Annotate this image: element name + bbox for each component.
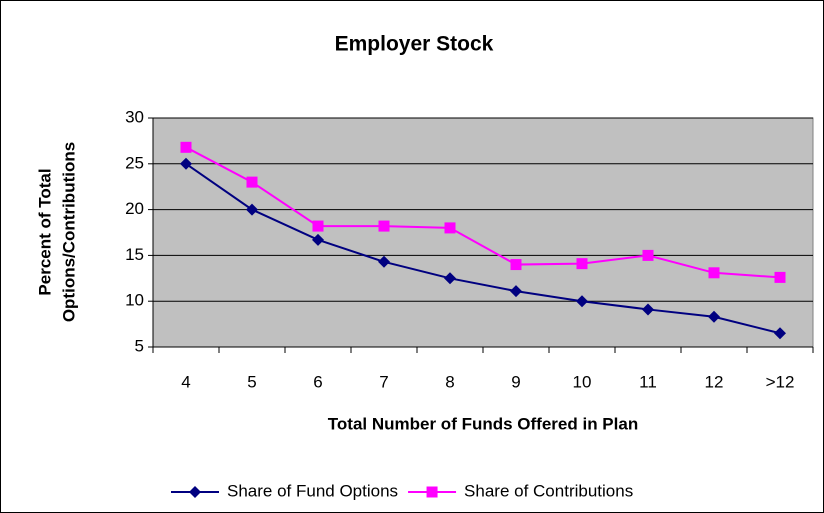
y-tick-label: 25 [125,153,144,172]
x-axis-label: Total Number of Funds Offered in Plan [328,414,638,433]
legend-marker [189,486,201,498]
legend-marker [426,486,438,498]
y-tick-label: 5 [135,336,144,355]
x-tick-label: 5 [247,372,256,391]
point [312,220,324,232]
x-tick-label: 8 [445,372,454,391]
point [708,310,720,323]
y-tick-label: 30 [125,107,144,126]
point [576,295,588,308]
point [180,157,192,170]
x-tick-label: 10 [573,372,592,391]
y-axis-label: Options/Contributions [59,142,78,322]
series-line [185,146,781,279]
x-tick-label: 11 [639,372,657,391]
x-tick-label: 9 [511,372,520,391]
x-tick-label: 4 [181,372,190,391]
point [576,258,588,270]
series-line [185,162,781,335]
point [246,203,258,216]
chart-title: Employer Stock [335,33,494,56]
point [378,220,390,232]
point [642,249,654,261]
point [774,271,786,283]
point [774,327,786,340]
legend-label: Share of Contributions [464,481,633,500]
point [444,272,456,285]
point [642,303,654,316]
y-tick-label: 15 [125,245,144,264]
y-tick-label: 10 [125,291,144,310]
point [312,233,324,246]
x-tick-label: >12 [766,372,795,391]
legend-label: Share of Fund Options [227,481,398,500]
point [510,285,522,298]
y-axis-label: Percent of Total [35,168,54,295]
point [510,259,522,271]
x-tick-label: 6 [313,372,322,391]
plot-area [152,117,814,348]
point [708,267,720,279]
y-tick-label: 20 [125,199,144,218]
point [246,176,258,188]
x-tick-label: 12 [705,372,724,391]
point [378,255,390,268]
point [444,222,456,234]
x-tick-label: 7 [379,372,388,391]
point [180,141,192,153]
